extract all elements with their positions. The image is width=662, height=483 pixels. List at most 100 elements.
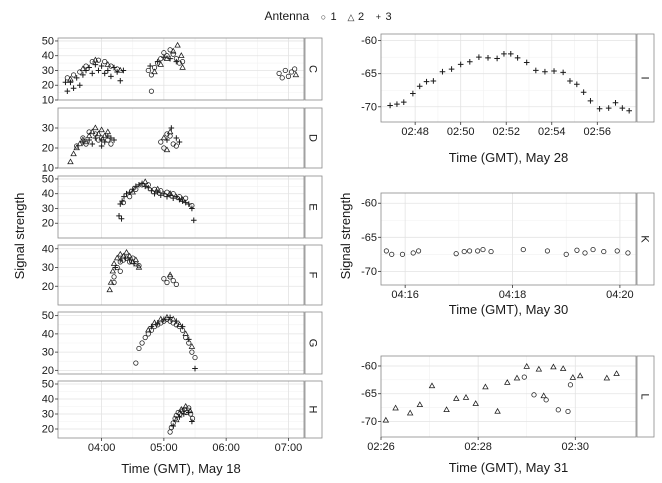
x-tick-label: 02:50 [447, 126, 475, 138]
x-axis-title-may-31: Time (GMT), May 31 [449, 460, 568, 475]
gridlines [58, 245, 304, 305]
data-point-antenna-2 [540, 392, 547, 399]
facet-strip [304, 380, 323, 439]
data-point-antenna-2 [406, 409, 414, 416]
data-point-antenna-2 [145, 326, 152, 333]
data-point-antenna-1 [108, 141, 114, 147]
x-axis-title-may-30: Time (GMT), May 30 [449, 302, 568, 317]
panel-border [57, 107, 305, 169]
data-points [116, 178, 197, 224]
data-point-antenna-1 [130, 255, 136, 261]
data-points [167, 402, 196, 435]
panel-border [380, 33, 637, 123]
gridlines [381, 193, 636, 285]
data-point-antenna-2 [569, 374, 577, 380]
data-point-antenna-1 [133, 186, 139, 192]
data-point-antenna-1 [279, 75, 285, 81]
data-point-antenna-3 [92, 61, 99, 68]
data-point-antenna-1 [139, 182, 145, 188]
data-point-antenna-1 [83, 63, 89, 69]
y-axis-title-right: Signal strength [338, 193, 353, 280]
data-point-antenna-1 [148, 88, 154, 94]
y-tick-label: 20 [42, 365, 54, 377]
data-point-antenna-1 [288, 69, 295, 75]
data-point-antenna-1 [136, 263, 142, 269]
data-point-antenna-2 [453, 395, 460, 401]
x-tick-label: 02:28 [464, 441, 492, 453]
data-point-antenna-3 [173, 318, 180, 324]
data-point-antenna-3 [170, 423, 177, 429]
facet-strip [636, 355, 655, 438]
data-point-antenna-3 [173, 58, 180, 65]
data-point-antenna-1 [158, 139, 164, 145]
panel-h: 20 30 40 50 04:00 05:00 06:00 07:00 H [42, 379, 323, 454]
data-point-antenna-2 [523, 362, 530, 369]
data-point-antenna-3 [98, 63, 105, 69]
x-tick-label: 02:26 [367, 441, 395, 453]
facet-strip [304, 244, 323, 306]
data-point-antenna-3 [514, 55, 521, 61]
plot-area [381, 356, 636, 437]
data-point-antenna-1 [282, 67, 288, 74]
y-tick-label: -70 [361, 416, 377, 428]
minor-gridlines [381, 193, 636, 285]
panel-border [57, 311, 305, 375]
data-point-antenna-1 [625, 250, 631, 256]
y-tick-label: 40 [42, 50, 54, 62]
data-point-antenna-1 [139, 340, 145, 346]
x-tick-label: 04:18 [499, 289, 527, 301]
y-tick-label: -65 [361, 388, 377, 400]
data-point-antenna-2 [559, 365, 567, 371]
data-point-antenna-3 [448, 66, 455, 72]
y-tick-label: -70 [361, 266, 377, 278]
data-point-antenna-3 [148, 323, 155, 330]
legend: Antenna ○ 1 △ 2 +3 [0, 9, 662, 23]
data-point-antenna-2 [160, 134, 168, 141]
x-tick-label: 02:54 [538, 126, 566, 138]
data-point-antenna-3 [98, 137, 105, 143]
y-tick-label: -70 [361, 101, 377, 113]
data-point-antenna-1 [192, 355, 198, 361]
data-point-antenna-3 [117, 78, 124, 84]
data-point-antenna-1 [565, 408, 571, 415]
data-point-antenna-2 [98, 126, 105, 133]
data-point-antenna-1 [416, 248, 422, 254]
data-point-antenna-3 [416, 83, 423, 90]
data-point-antenna-2 [92, 56, 99, 63]
data-point-antenna-1 [77, 69, 83, 75]
data-point-antenna-3 [86, 137, 92, 143]
data-point-antenna-1 [601, 249, 607, 255]
data-point-antenna-3 [145, 185, 152, 191]
y-tick-label: -65 [361, 68, 377, 80]
panel-k: -70 -65 -60 04:16 04:18 04:20 K [361, 192, 655, 301]
data-point-antenna-2 [382, 416, 390, 423]
data-point-antenna-1 [544, 248, 550, 254]
facet-strip [304, 175, 323, 239]
data-point-antenna-1 [136, 345, 142, 352]
data-point-antenna-2 [117, 66, 124, 73]
data-points [382, 362, 620, 423]
facet-strip-label: L [639, 393, 651, 399]
legend-label-3: 3 [385, 11, 392, 23]
data-point-antenna-3 [485, 55, 491, 61]
data-point-antenna-1 [170, 278, 176, 284]
panel-i: -70 -65 -60 02:48 02:50 02:52 02:54 02:56 I [361, 33, 655, 138]
facet-strip [636, 33, 655, 123]
data-points [67, 124, 183, 165]
data-point-antenna-2 [178, 405, 185, 412]
data-point-antenna-3 [387, 102, 393, 109]
data-point-antenna-3 [101, 139, 108, 145]
y-tick-label: -60 [361, 360, 377, 372]
data-point-antenna-1 [148, 72, 154, 78]
legend-item-antenna-1: ○ 1 [319, 11, 337, 23]
data-point-antenna-3 [168, 125, 175, 131]
data-point-antenna-3 [161, 54, 167, 60]
legend-label-1: 1 [330, 11, 337, 23]
data-point-antenna-1 [461, 249, 467, 255]
legend-title: Antenna [264, 9, 310, 23]
data-point-antenna-3 [123, 190, 130, 197]
plot-area [381, 193, 636, 285]
plot-area [58, 176, 304, 238]
data-point-antenna-3 [108, 73, 114, 80]
